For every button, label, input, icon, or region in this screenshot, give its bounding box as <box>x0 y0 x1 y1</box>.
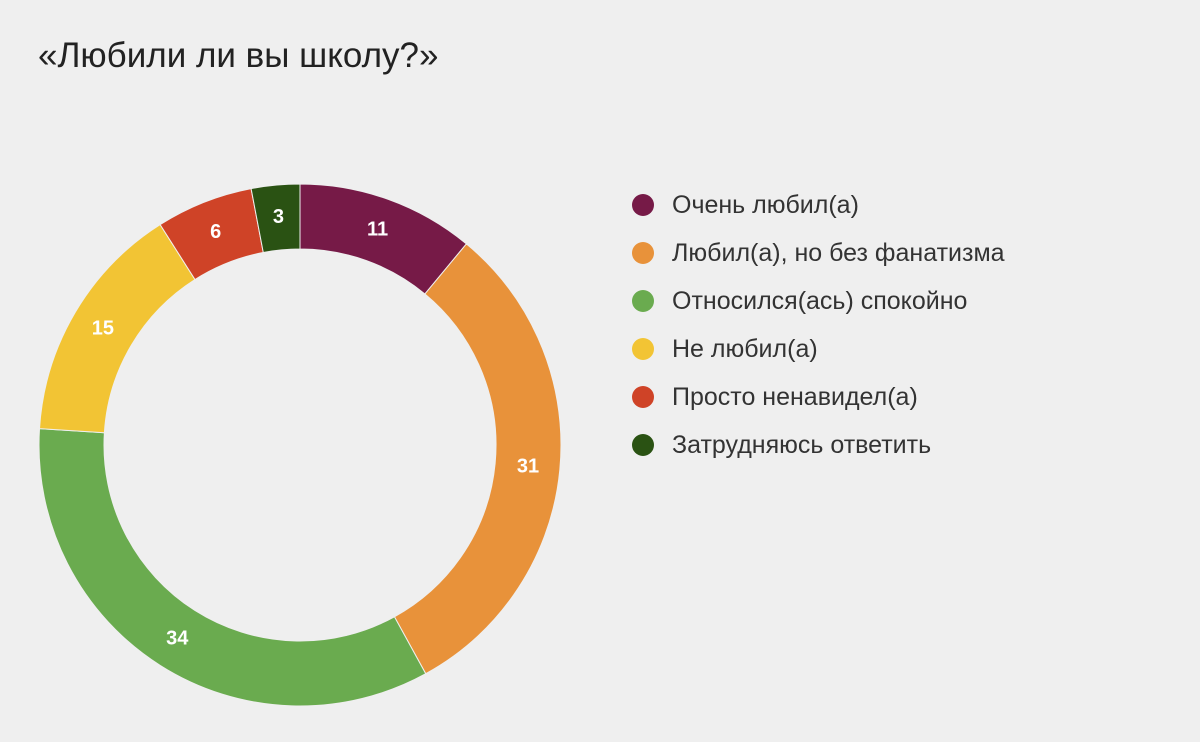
donut-chart: 11 31 34 15 6 3 <box>38 183 562 707</box>
legend-item-2: Относился(ась) спокойно <box>632 277 1005 325</box>
data-label-2: 34 <box>166 627 189 649</box>
legend-label-2: Относился(ась) спокойно <box>672 286 968 315</box>
donut-data-labels: 11 31 34 15 6 3 <box>92 206 539 649</box>
legend-label-3: Не любил(а) <box>672 334 818 363</box>
legend-swatch-3 <box>632 338 654 360</box>
data-label-3: 15 <box>92 317 114 339</box>
legend-label-5: Затрудняюсь ответить <box>672 430 932 459</box>
data-label-4: 6 <box>210 221 221 243</box>
legend-item-1: Любил(а), но без фанатизма <box>632 229 1005 277</box>
data-label-5: 3 <box>273 206 284 228</box>
legend-label-0: Очень любил(а) <box>672 190 859 219</box>
legend-item-3: Не любил(а) <box>632 325 1005 373</box>
legend-swatch-5 <box>632 434 654 456</box>
legend-item-5: Затрудняюсь ответить <box>632 421 1005 469</box>
donut-slice-1 <box>393 243 562 675</box>
donut-slices <box>38 183 562 707</box>
legend-item-4: Просто ненавидел(а) <box>632 373 1005 421</box>
legend-swatch-4 <box>632 386 654 408</box>
legend-swatch-0 <box>632 194 654 216</box>
donut-slice-5 <box>250 183 301 254</box>
legend-swatch-2 <box>632 290 654 312</box>
chart-title: «Любили ли вы школу?» <box>38 36 439 75</box>
donut-slice-2 <box>38 428 427 707</box>
data-label-1: 31 <box>517 456 539 478</box>
donut-slice-3 <box>38 223 196 434</box>
legend-label-4: Просто ненавидел(а) <box>672 382 918 411</box>
data-label-0: 11 <box>367 219 388 241</box>
legend-label-1: Любил(а), но без фанатизма <box>672 238 1005 267</box>
chart-legend: Очень любил(а) Любил(а), но без фанатизма… <box>632 181 1005 469</box>
legend-item-0: Очень любил(а) <box>632 181 1005 229</box>
legend-swatch-1 <box>632 242 654 264</box>
